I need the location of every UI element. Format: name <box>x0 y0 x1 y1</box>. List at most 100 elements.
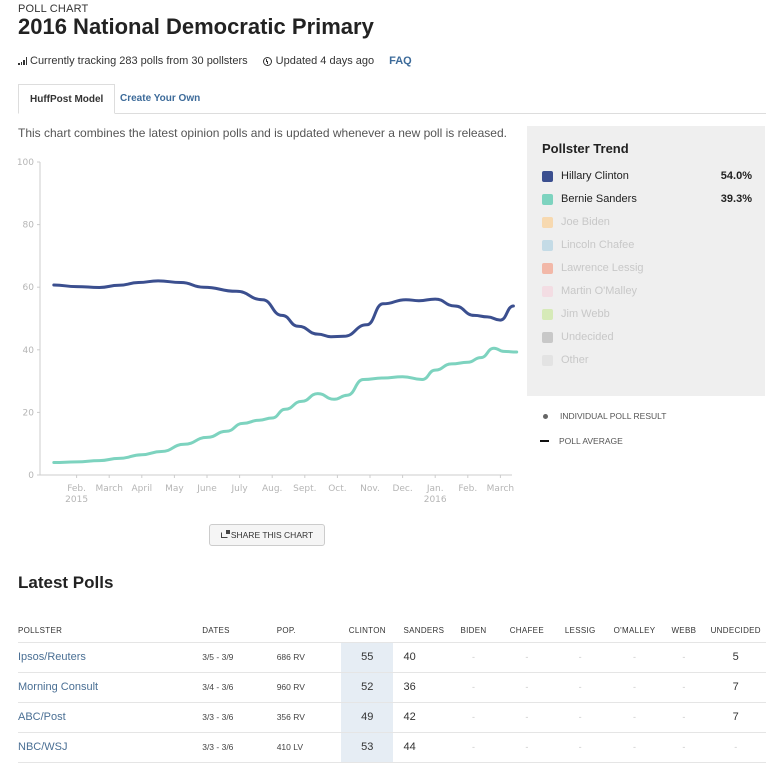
x-tick-label: Nov. <box>360 484 380 494</box>
dot-icon <box>543 413 548 419</box>
legend-label: Joe Biden <box>561 216 610 228</box>
latest-polls-table: POLLSTER DATES POP. CLINTON SANDERS BIDE… <box>18 620 766 763</box>
legend-item[interactable]: Undecided <box>542 329 752 345</box>
cell-webb: - <box>662 672 706 703</box>
cell-lessig: - <box>553 672 607 703</box>
tab-create-your-own[interactable]: Create Your Own <box>120 93 201 104</box>
col-omalley[interactable]: O'MALLEY <box>606 620 663 643</box>
chart-tabs: HuffPost Model Create Your Own <box>18 84 766 114</box>
legend-swatch-icon <box>542 239 553 251</box>
cell-clinton: 49 <box>341 702 394 733</box>
y-tick-label: 40 <box>23 346 35 356</box>
cell-pollster[interactable]: Morning Consult <box>18 672 203 703</box>
cell-dates: 3/4 - 3/6 <box>202 672 277 703</box>
legend-label: Bernie Sanders <box>561 193 637 205</box>
key-poll-average: POLL AVERAGE <box>540 436 623 446</box>
latest-polls-title: Latest Polls <box>18 573 114 592</box>
cell-pollster[interactable]: NBC/WSJ <box>18 732 203 763</box>
pollster-trend-panel: Pollster Trend Hillary Clinton 54.0% Berni… <box>527 126 765 396</box>
table-row: ABC/Post 3/3 - 3/6 356 RV 49 42- - - - -7 <box>18 702 766 733</box>
cell-omalley: - <box>606 672 663 703</box>
y-tick-label: 20 <box>23 408 35 418</box>
cell-clinton: 52 <box>341 672 394 703</box>
legend-label: Other <box>561 354 589 366</box>
cell-pop: 410 LV <box>276 732 342 763</box>
legend-item[interactable]: Bernie Sanders 39.3% <box>542 191 752 207</box>
cell-webb: - <box>662 642 706 673</box>
cell-pollster[interactable]: Ipsos/Reuters <box>18 642 203 673</box>
col-sanders[interactable]: SANDERS <box>393 620 447 643</box>
signal-bars-icon <box>18 57 27 65</box>
legend-item[interactable]: Lawrence Lessig <box>542 260 752 276</box>
y-tick-label: 0 <box>28 471 34 481</box>
legend-swatch-icon <box>542 308 553 320</box>
cell-dates: 3/3 - 3/6 <box>202 732 277 763</box>
x-tick-label: March <box>95 484 122 494</box>
x-tick-year-label: 2016 <box>424 495 447 505</box>
cell-lessig: - <box>553 732 607 763</box>
cell-pop: 960 RV <box>276 672 342 703</box>
series-line-hillary-clinton <box>52 279 515 339</box>
x-tick-label: Feb. <box>67 484 86 494</box>
legend-label: Lincoln Chafee <box>561 239 635 251</box>
x-tick-label: Oct. <box>328 484 346 494</box>
y-axis: 0 20 40 60 80 100 <box>17 158 41 481</box>
legend-item[interactable]: Other <box>542 352 752 368</box>
cell-undecided: - <box>705 732 766 763</box>
col-biden[interactable]: BIDEN <box>446 620 501 643</box>
x-tick-label: Aug. <box>262 484 282 494</box>
table-row: Morning Consult 3/4 - 3/6 960 RV 52 36- - - - -7 <box>18 672 766 703</box>
meta-bar: Currently tracking 283 polls from 30 pol… <box>18 55 427 67</box>
cell-biden: - <box>446 642 501 673</box>
legend-label: Hillary Clinton <box>561 170 629 182</box>
legend-swatch-icon <box>542 216 553 228</box>
tab-huffpost-model[interactable]: HuffPost Model <box>18 84 116 114</box>
line-icon <box>540 440 549 442</box>
col-pollster[interactable]: POLLSTER <box>18 620 203 643</box>
y-tick-label: 80 <box>23 221 35 231</box>
legend-value: 39.3% <box>720 193 752 205</box>
legend-swatch-icon <box>542 354 553 366</box>
x-tick-label: July <box>231 484 249 494</box>
share-icon <box>220 530 230 538</box>
col-webb[interactable]: WEBB <box>662 620 706 643</box>
col-clinton[interactable]: CLINTON <box>341 620 394 643</box>
cell-undecided: 5 <box>705 642 766 673</box>
updated-text: Updated 4 days ago <box>275 55 375 67</box>
col-dates[interactable]: DATES <box>202 620 277 643</box>
col-lessig[interactable]: LESSIG <box>553 620 607 643</box>
legend-item[interactable]: Joe Biden <box>542 214 752 230</box>
x-tick-label: Jan. <box>426 484 444 494</box>
x-tick-label: June <box>196 484 217 494</box>
y-tick-label: 60 <box>23 283 35 293</box>
key-individual-label: INDIVIDUAL POLL RESULT <box>560 411 667 421</box>
cell-sanders: 40 <box>393 642 447 673</box>
cell-pop: 356 RV <box>276 702 342 733</box>
col-undecided[interactable]: UNDECIDED <box>705 620 766 643</box>
faq-link[interactable]: FAQ <box>389 55 412 67</box>
legend-label: Martin O'Malley <box>561 285 638 297</box>
legend-item[interactable]: Hillary Clinton 54.0% <box>542 168 752 184</box>
x-tick-label: May <box>165 484 184 494</box>
cell-biden: - <box>446 672 501 703</box>
legend-item[interactable]: Jim Webb <box>542 306 752 322</box>
cell-pollster[interactable]: ABC/Post <box>18 702 203 733</box>
series-layer <box>52 279 519 464</box>
cell-webb: - <box>662 732 706 763</box>
col-chafee[interactable]: CHAFEE <box>500 620 554 643</box>
col-pop[interactable]: POP. <box>276 620 342 643</box>
key-average-label: POLL AVERAGE <box>559 436 623 446</box>
legend-item[interactable]: Martin O'Malley <box>542 283 752 299</box>
cell-omalley: - <box>606 702 663 733</box>
cell-biden: - <box>446 732 501 763</box>
legend-item[interactable]: Lincoln Chafee <box>542 237 752 253</box>
table-header-row: POLLSTER DATES POP. CLINTON SANDERS BIDE… <box>18 620 766 643</box>
cell-biden: - <box>446 702 501 733</box>
cell-sanders: 36 <box>393 672 447 703</box>
table-row: NBC/WSJ 3/3 - 3/6 410 LV 53 44- - - - - - <box>18 732 766 763</box>
share-chart-button[interactable]: SHARE THIS CHART <box>209 524 325 546</box>
cell-pop: 686 RV <box>276 642 342 673</box>
x-tick-label: April <box>132 484 153 494</box>
